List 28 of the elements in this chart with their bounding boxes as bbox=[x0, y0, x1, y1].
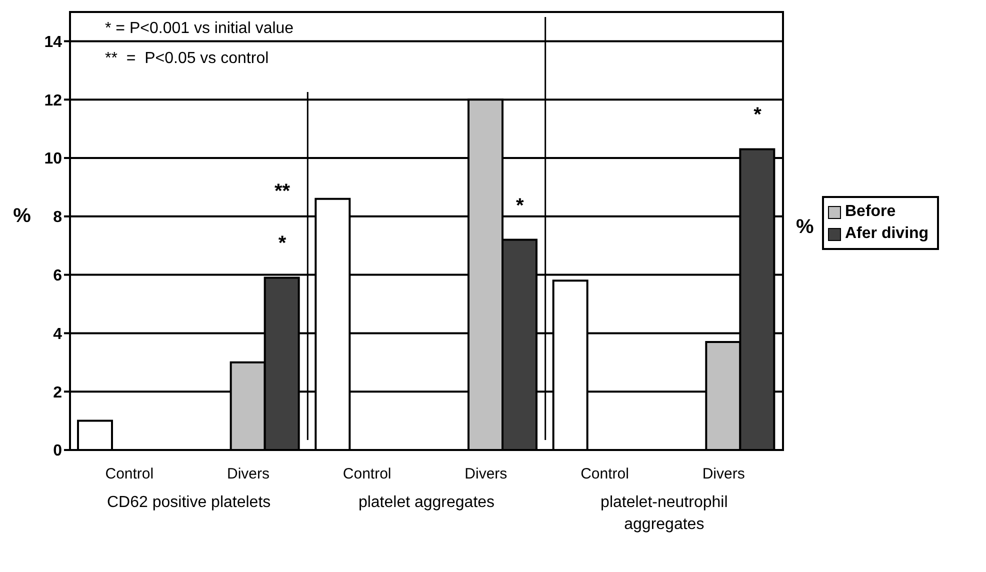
annotation: ** bbox=[274, 180, 290, 203]
annotation: * bbox=[278, 232, 286, 255]
y-tick-label: 2 bbox=[53, 384, 62, 402]
bar bbox=[77, 420, 113, 450]
y-axis-title: % bbox=[13, 205, 32, 227]
annotation: * = P<0.001 vs initial value bbox=[105, 20, 294, 37]
legend-label: Before bbox=[844, 202, 897, 222]
text: platelet-neutrophil aggregates bbox=[600, 493, 729, 535]
y-tick-label: 4 bbox=[53, 326, 62, 343]
text: platelet aggregates bbox=[357, 493, 496, 513]
y-tick-label: 12 bbox=[44, 92, 62, 110]
x-tick-label: Control bbox=[342, 466, 392, 483]
annotation: * bbox=[754, 104, 762, 126]
x-tick-label: Divers bbox=[702, 466, 745, 483]
legend-label: Afer diving bbox=[844, 224, 929, 244]
y-tick-label: 0 bbox=[53, 442, 62, 460]
x-tick-label: Divers bbox=[464, 466, 508, 483]
legend-title: % bbox=[796, 216, 814, 239]
y-tick-label: 6 bbox=[53, 267, 62, 284]
y-tick-label: 14 bbox=[44, 34, 62, 51]
x-tick-label: Control bbox=[105, 466, 154, 483]
text: CD62 positive platelets bbox=[106, 493, 272, 513]
y-tick-label: 8 bbox=[53, 209, 62, 226]
annotation: * bbox=[516, 194, 524, 217]
x-tick-label: Divers bbox=[226, 466, 270, 483]
annotation: ** = P<0.05 vs control bbox=[105, 50, 269, 67]
y-tick-label: 10 bbox=[44, 150, 62, 168]
x-tick-label: Control bbox=[580, 466, 629, 483]
